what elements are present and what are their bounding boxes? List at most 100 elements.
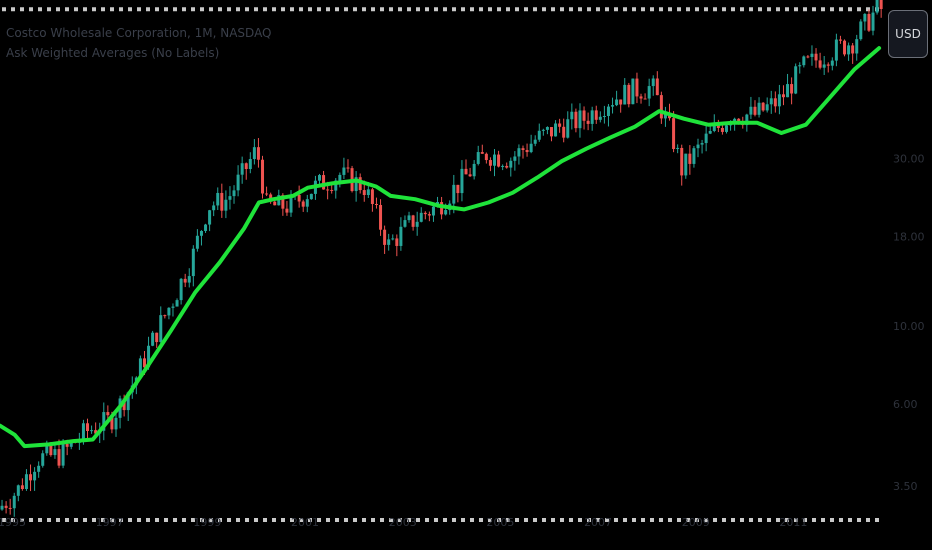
candle-body [187,276,191,283]
candle-body [366,189,370,196]
candle-body [602,115,606,117]
candle-body [12,495,16,509]
candle-body [549,127,553,137]
y-tick-label: 10.00 [893,320,925,333]
candle-body [562,126,566,138]
candle-body [655,78,659,96]
candle-body [724,125,728,132]
candle-body [309,193,313,200]
candle-body [265,193,269,195]
candle-body [20,485,24,489]
candle-body [794,66,798,94]
candle-body [672,118,676,149]
candle-body [199,230,203,236]
candle-body [598,116,602,120]
candle-body [517,148,521,157]
candle-body [444,210,448,215]
candle-body [501,165,505,167]
candle-body [480,152,484,154]
candle-body [452,184,456,204]
candle-body [403,220,407,227]
candles [0,0,883,517]
candle-body [183,278,187,283]
candle-body [586,120,590,124]
candle-body [57,449,61,466]
candle-body [497,154,501,167]
candle-body [195,235,199,249]
candle-body [252,147,256,160]
y-tick-label: 18.00 [893,231,925,244]
candle-body [240,163,244,175]
candle-body [399,226,403,246]
candle-body [704,133,708,144]
candle-body [635,78,639,97]
candle-body [720,127,724,132]
candle-body [175,300,179,307]
candle-body [0,505,4,510]
candle-body [208,210,212,225]
candle-body [810,53,814,57]
candle-body [383,229,387,245]
x-tick-label: 2001 [291,516,319,529]
candle-body [875,0,879,13]
candle-body [488,160,492,166]
candle-body [45,445,49,454]
candle-body [151,332,155,346]
average-line-group [0,46,882,449]
candle-body [476,152,480,164]
candle-body [460,168,464,194]
x-tick-label: 2007 [584,516,612,529]
currency-button[interactable]: USD [888,10,928,58]
candle-body [440,202,444,215]
candle-body [472,163,476,177]
candle-body [554,123,558,137]
candle-body [220,192,224,211]
candle-body [273,201,277,206]
candle-body [427,214,431,216]
candle-body [261,159,265,194]
candle-body [86,423,90,432]
candle-body [558,123,562,127]
candle-body [322,175,326,190]
candle-body [606,106,610,116]
candle-body [456,184,460,194]
candle-body [167,307,171,316]
candle-body [362,190,366,196]
candle-body [256,147,260,160]
candle-body [248,159,252,170]
candle-body [790,84,794,94]
candle-body [297,194,301,202]
candle-body [387,239,391,245]
candle-body [114,417,118,430]
candle-body [834,39,838,61]
candle-body [851,45,855,54]
candle-body [94,430,98,434]
candle-body [69,441,73,447]
candle-body [769,98,773,105]
candle-body [49,445,53,456]
candle-body [224,199,228,211]
candle-body [843,40,847,55]
candle-body [838,39,842,41]
candle-body [594,110,598,120]
candle-body [317,175,321,181]
y-tick-label: 3.50 [893,480,918,493]
candle-body [90,430,94,432]
candle-body [611,105,615,107]
candle-body [126,392,130,411]
candle-body [692,148,696,164]
candle-body [537,130,541,140]
candle-body [24,474,28,489]
x-tick-label: 1995 [0,516,26,529]
candle-body [663,112,667,119]
candle-body [570,111,574,120]
candle-body [102,412,106,431]
candle-body [643,98,647,100]
candle-body [684,153,688,176]
candle-body [155,332,159,343]
candle-body [289,196,293,213]
candle-body [859,21,863,40]
candle-body [688,153,692,164]
candle-body [651,78,655,87]
